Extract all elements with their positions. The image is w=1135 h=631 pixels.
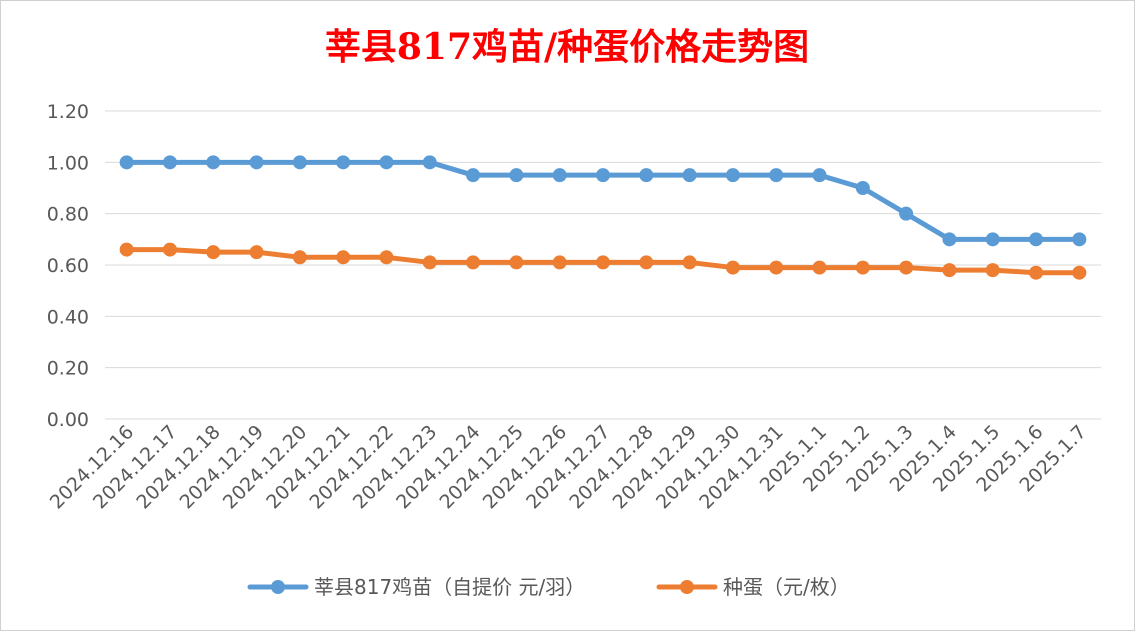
data-point bbox=[292, 250, 307, 265]
y-tick-label: 0.20 bbox=[47, 358, 89, 380]
chart-title: 莘县817鸡苗/种蛋价格走势图 bbox=[325, 26, 809, 68]
data-point bbox=[552, 168, 567, 183]
data-point bbox=[942, 232, 957, 247]
y-tick-label: 0.00 bbox=[47, 409, 89, 431]
data-point bbox=[422, 155, 437, 170]
y-tick-label: 1.20 bbox=[47, 101, 89, 123]
legend-label: 种蛋（元/枚） bbox=[723, 575, 850, 599]
data-point bbox=[725, 260, 740, 275]
data-point bbox=[552, 255, 567, 270]
data-point bbox=[466, 168, 481, 183]
data-point bbox=[509, 168, 524, 183]
data-point bbox=[379, 155, 394, 170]
data-point bbox=[942, 263, 957, 278]
data-point bbox=[812, 260, 827, 275]
data-point bbox=[769, 168, 784, 183]
series-0 bbox=[119, 155, 1087, 247]
data-point bbox=[725, 168, 740, 183]
data-point bbox=[899, 260, 914, 275]
data-point bbox=[596, 168, 610, 183]
data-point bbox=[422, 255, 437, 270]
data-point bbox=[249, 155, 264, 170]
x-axis-ticks: 2024.12.162024.12.172024.12.182024.12.19… bbox=[46, 421, 1091, 513]
data-point bbox=[899, 206, 914, 221]
data-point bbox=[639, 255, 654, 270]
data-point bbox=[162, 242, 177, 257]
data-point bbox=[249, 245, 264, 260]
data-point bbox=[985, 263, 1000, 278]
data-point bbox=[1029, 232, 1044, 247]
data-point bbox=[596, 255, 610, 270]
legend-swatch-marker bbox=[271, 580, 285, 594]
data-point bbox=[985, 232, 1000, 247]
data-point bbox=[119, 242, 134, 257]
data-point bbox=[812, 168, 827, 183]
data-point bbox=[509, 255, 524, 270]
data-point bbox=[769, 260, 784, 275]
data-point bbox=[855, 260, 870, 275]
data-point bbox=[206, 155, 221, 170]
series-1 bbox=[119, 242, 1087, 280]
legend: 莘县817鸡苗（自提价 元/羽） 种蛋（元/枚） bbox=[247, 575, 850, 599]
y-tick-label: 0.80 bbox=[47, 204, 89, 226]
data-point bbox=[162, 155, 177, 170]
data-point bbox=[855, 181, 870, 195]
data-point bbox=[336, 155, 351, 170]
data-point bbox=[682, 255, 697, 270]
series-lines bbox=[119, 155, 1087, 280]
data-point bbox=[1072, 232, 1087, 247]
legend-item: 种蛋（元/枚） bbox=[656, 575, 850, 599]
legend-swatch-marker bbox=[680, 580, 694, 594]
data-point bbox=[682, 168, 697, 183]
y-tick-label: 0.60 bbox=[47, 255, 89, 277]
data-point bbox=[206, 245, 221, 260]
data-point bbox=[119, 155, 134, 170]
data-point bbox=[336, 250, 351, 265]
data-point bbox=[292, 155, 307, 170]
data-point bbox=[1072, 265, 1087, 280]
y-tick-label: 1.00 bbox=[47, 152, 89, 174]
y-tick-label: 0.40 bbox=[47, 306, 89, 328]
data-point bbox=[379, 250, 394, 265]
legend-item: 莘县817鸡苗（自提价 元/羽） bbox=[247, 575, 585, 599]
data-point bbox=[466, 255, 481, 270]
data-point bbox=[639, 168, 654, 183]
y-axis-ticks: 0.00 0.20 0.40 0.60 0.80 1.00 1.20 bbox=[47, 101, 89, 431]
data-point bbox=[1029, 265, 1044, 280]
legend-label: 莘县817鸡苗（自提价 元/羽） bbox=[314, 575, 585, 599]
